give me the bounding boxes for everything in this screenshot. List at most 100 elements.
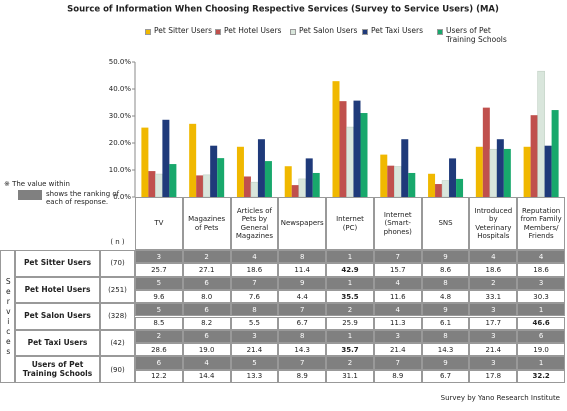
value-cell: 13.3 (230, 369, 279, 383)
row-n: (42) (100, 329, 135, 357)
value-cell: 11.4 (278, 263, 327, 277)
bar (456, 178, 464, 197)
legend-label: Pet Salon Users (299, 26, 358, 35)
value-cell: 19.0 (182, 343, 231, 357)
value-cell: 8.0 (182, 289, 231, 304)
y-tick-label: 40.0% (109, 85, 132, 93)
value-cell: 12.2 (135, 369, 183, 383)
value-cell: 32.2 (517, 369, 565, 383)
rank-cell: 9 (421, 356, 470, 370)
value-cell: 25.9 (326, 316, 374, 330)
bar (298, 178, 306, 198)
value-cell: 14.4 (182, 369, 231, 383)
row-n: (251) (100, 276, 135, 304)
bar (284, 166, 292, 197)
bar (291, 185, 299, 197)
bar (523, 146, 531, 197)
bar (210, 145, 218, 197)
value-cell: 27.1 (182, 263, 231, 277)
value-cell: 6.1 (421, 316, 470, 330)
rank-cell: 4 (373, 276, 422, 290)
value-cell: 18.6 (230, 263, 279, 277)
column-header: Internet (PC) (326, 197, 374, 250)
value-cell: 18.6 (517, 263, 565, 277)
n-header: ( n ) (110, 237, 125, 246)
bar (264, 161, 272, 197)
rank-cell: 8 (230, 303, 279, 317)
bar (305, 158, 313, 197)
note-box (18, 190, 42, 200)
value-cell: 5.5 (230, 316, 279, 330)
rank-cell: 3 (517, 276, 565, 290)
value-cell: 18.6 (469, 263, 518, 277)
rank-cell: 4 (182, 356, 231, 370)
value-cell: 6.7 (278, 316, 327, 330)
bar (482, 107, 490, 197)
row-label: Pet Hotel Users (15, 276, 100, 304)
value-cell: 4.8 (421, 289, 470, 304)
column-header: Magazines of Pets (182, 197, 231, 250)
value-cell: 35.7 (326, 343, 374, 357)
rank-cell: 7 (230, 276, 279, 290)
rank-cell: 1 (326, 276, 374, 290)
rank-cell: 7 (373, 250, 422, 264)
bar (202, 174, 211, 198)
value-cell: 21.4 (469, 343, 518, 357)
rank-cell: 9 (421, 303, 470, 317)
bar (489, 148, 498, 198)
bar (530, 115, 538, 197)
rank-cell: 3 (373, 329, 422, 344)
value-cell: 25.7 (135, 263, 183, 277)
column-header: TV (135, 197, 183, 250)
rank-cell: 8 (421, 276, 470, 290)
value-cell: 17.8 (469, 369, 518, 383)
rank-cell: 3 (469, 329, 518, 344)
value-cell: 19.0 (517, 343, 565, 357)
rank-cell: 6 (182, 329, 231, 344)
rank-cell: 3 (230, 329, 279, 344)
legend-swatch (290, 29, 296, 35)
rank-cell: 6 (135, 356, 183, 370)
value-cell: 21.4 (373, 343, 422, 357)
rank-cell: 4 (373, 303, 422, 317)
row-n: (70) (100, 250, 135, 277)
bar (346, 126, 354, 198)
rank-cell: 3 (135, 250, 183, 264)
row-n: (328) (100, 303, 135, 330)
legend-label: Users of Pet Training Schools (446, 26, 507, 44)
bar (196, 175, 204, 197)
value-cell: 14.3 (421, 343, 470, 357)
rank-cell: 9 (421, 250, 470, 264)
value-cell: 7.6 (230, 289, 279, 304)
legend-swatch (437, 29, 443, 35)
value-cell: 31.1 (326, 369, 374, 383)
rank-cell: 2 (135, 329, 183, 344)
note-text: shows the ranking of each of response. (46, 190, 120, 207)
column-header: Introduced by Veterinary Hospitals (469, 197, 518, 250)
value-cell: 4.4 (278, 289, 327, 304)
value-cell: 46.6 (517, 316, 565, 330)
value-cell: 8.9 (278, 369, 327, 383)
column-header: Articles of Pets by General Magazines (230, 197, 279, 250)
value-cell: 21.4 (230, 343, 279, 357)
value-cell: 33.1 (469, 289, 518, 304)
bar (217, 158, 225, 197)
rank-cell: 4 (517, 250, 565, 264)
legend-label: Pet Hotel Users (224, 26, 282, 35)
rank-cell: 5 (135, 276, 183, 290)
value-cell: 42.9 (326, 263, 374, 277)
bar (250, 181, 259, 198)
value-cell: 8.6 (421, 263, 470, 277)
rank-cell: 7 (373, 356, 422, 370)
value-cell: 30.3 (517, 289, 565, 304)
bar (339, 101, 347, 197)
bar (387, 165, 395, 197)
bar (475, 146, 483, 197)
rank-cell: 1 (517, 356, 565, 370)
column-header: Internet (Smart-phones) (373, 197, 422, 250)
row-group-label: Services (0, 250, 15, 383)
rank-cell: 3 (469, 356, 518, 370)
rank-cell: 2 (326, 303, 374, 317)
bar (441, 180, 450, 198)
